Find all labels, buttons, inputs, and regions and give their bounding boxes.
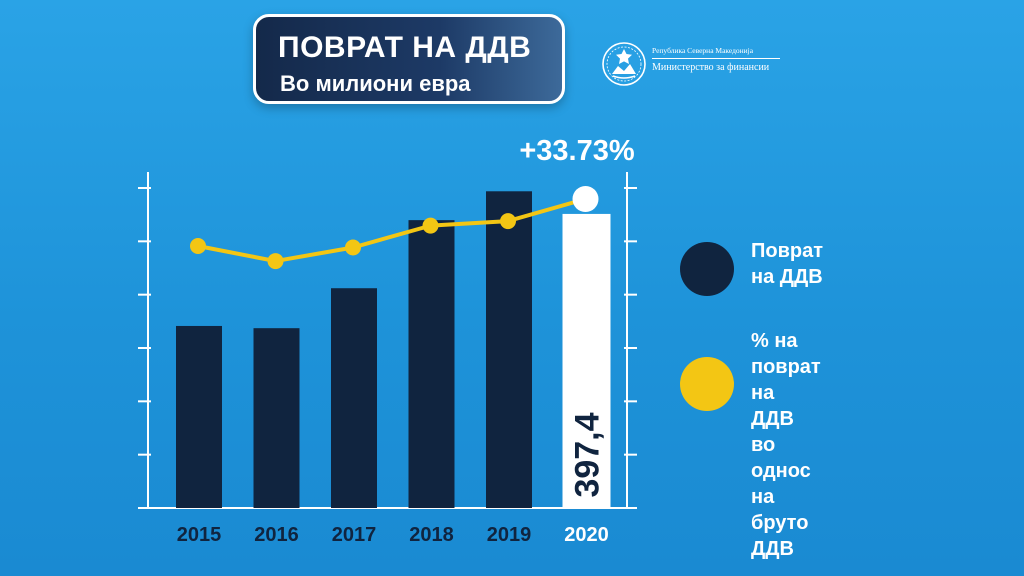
x-tick-label: 2016 [254, 524, 299, 546]
x-tick-label: 2019 [487, 524, 532, 546]
percent-line [197, 197, 587, 264]
bar [486, 191, 532, 508]
bar [331, 288, 377, 508]
legend-label-vat-refund: Поврат на ДДВ [751, 238, 823, 290]
ministry-divider [652, 58, 780, 59]
line-series [190, 186, 599, 270]
x-tick-label: 2020 [564, 524, 609, 546]
bar-highlight [562, 213, 611, 508]
legend-line: % на поврат [751, 330, 821, 378]
line-value-label: +33.73% [519, 135, 635, 167]
legend-line: на ДДВ во [751, 382, 794, 456]
ministry-name: Министерство за финансии [652, 62, 770, 73]
legend-line: Поврат [751, 240, 824, 262]
bar-series [176, 191, 611, 508]
legend-line: бруто ДДВ [751, 512, 809, 560]
ministry-block: Република Северна Македонија Министерств… [652, 46, 780, 73]
x-tick-label: 2018 [409, 524, 454, 546]
bar [253, 328, 300, 508]
page-subtitle: Во милиони евра [280, 71, 471, 96]
republic-name: Република Северна Македонија [652, 46, 754, 55]
legend-line: на ДДВ [751, 266, 823, 288]
bar [408, 220, 455, 508]
x-tick-label: 2015 [177, 524, 222, 546]
line-point [345, 239, 361, 256]
bar [176, 325, 222, 508]
line-point [500, 213, 516, 230]
x-tick-label: 2017 [332, 524, 377, 546]
page-title: ПОВРАТ НА ДДВ [278, 31, 532, 64]
line-point-highlight [572, 186, 599, 212]
line-point [267, 253, 284, 270]
chart-labels: 2015 2016 2017 2018 2019 2020 397,4 +33.73% [177, 135, 635, 546]
chart-axes [138, 172, 637, 509]
legend-line: однос на [751, 460, 811, 508]
legend-label-refund-percent: % на поврат на ДДВ во однос на бруто ДДВ [751, 328, 821, 562]
line-point [422, 217, 439, 234]
coat-of-arms-icon [602, 42, 646, 86]
bar-value-label: 397,4 [569, 412, 607, 497]
legend-swatch-line [680, 357, 734, 411]
legend-swatch-bar [680, 242, 734, 296]
line-point [190, 238, 206, 254]
title-box: ПОВРАТ НА ДДВ Во милиони евра [253, 14, 565, 104]
